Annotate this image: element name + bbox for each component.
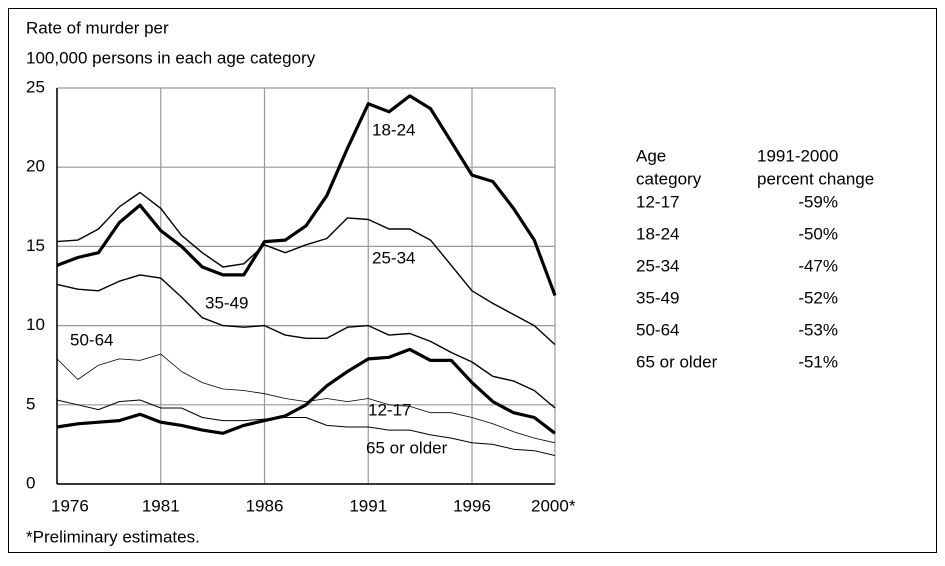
x-tick-label: 1976 xyxy=(51,496,89,515)
series-line xyxy=(56,399,556,456)
series-label: 12-17 xyxy=(368,400,411,419)
table-header: 1991-2000 xyxy=(757,146,838,165)
series-line xyxy=(56,94,557,297)
table-cell: -47% xyxy=(798,256,838,275)
series-label: 35-49 xyxy=(205,293,248,312)
x-tick-label: 1981 xyxy=(142,496,180,515)
series-label: 18-24 xyxy=(372,120,415,139)
table-cell: -59% xyxy=(798,192,838,211)
y-tick-label: 5 xyxy=(26,394,35,413)
table-cell: 18-24 xyxy=(636,224,679,243)
series-label: 50-64 xyxy=(70,330,113,349)
x-tick-label: 1991 xyxy=(349,496,387,515)
footnote: *Preliminary estimates. xyxy=(26,527,200,546)
y-tick-label: 20 xyxy=(26,157,45,176)
x-tick-label: 1996 xyxy=(453,496,491,515)
table-cell: -51% xyxy=(798,352,838,371)
series-line xyxy=(56,191,556,346)
table-header: category xyxy=(636,169,702,188)
table-cell: -53% xyxy=(798,320,838,339)
table-cell: 50-64 xyxy=(636,320,679,339)
series-line xyxy=(56,353,556,444)
table-cell: 12-17 xyxy=(636,192,679,211)
frame xyxy=(8,8,937,553)
table-header: percent change xyxy=(757,169,874,188)
y-tick-label: 10 xyxy=(26,315,45,334)
table-header: Age xyxy=(636,146,666,165)
series-label: 25-34 xyxy=(372,248,415,267)
y-axis-title: Rate of murder per xyxy=(26,18,169,37)
table-cell: 65 or older xyxy=(636,352,718,371)
table-cell: -50% xyxy=(798,224,838,243)
series-line xyxy=(56,347,556,435)
y-axis-title: 100,000 persons in each age category xyxy=(26,48,316,67)
y-tick-label: 0 xyxy=(26,473,35,492)
series-line xyxy=(56,274,556,409)
x-tick-label: 1986 xyxy=(246,496,284,515)
table-cell: 25-34 xyxy=(636,256,679,275)
series-label: 65 or older xyxy=(366,438,448,457)
table-cell: 35-49 xyxy=(636,288,679,307)
table-cell: -52% xyxy=(798,288,838,307)
x-tick-label: 2000* xyxy=(531,496,576,515)
y-tick-label: 25 xyxy=(26,77,45,96)
y-tick-label: 15 xyxy=(26,236,45,255)
